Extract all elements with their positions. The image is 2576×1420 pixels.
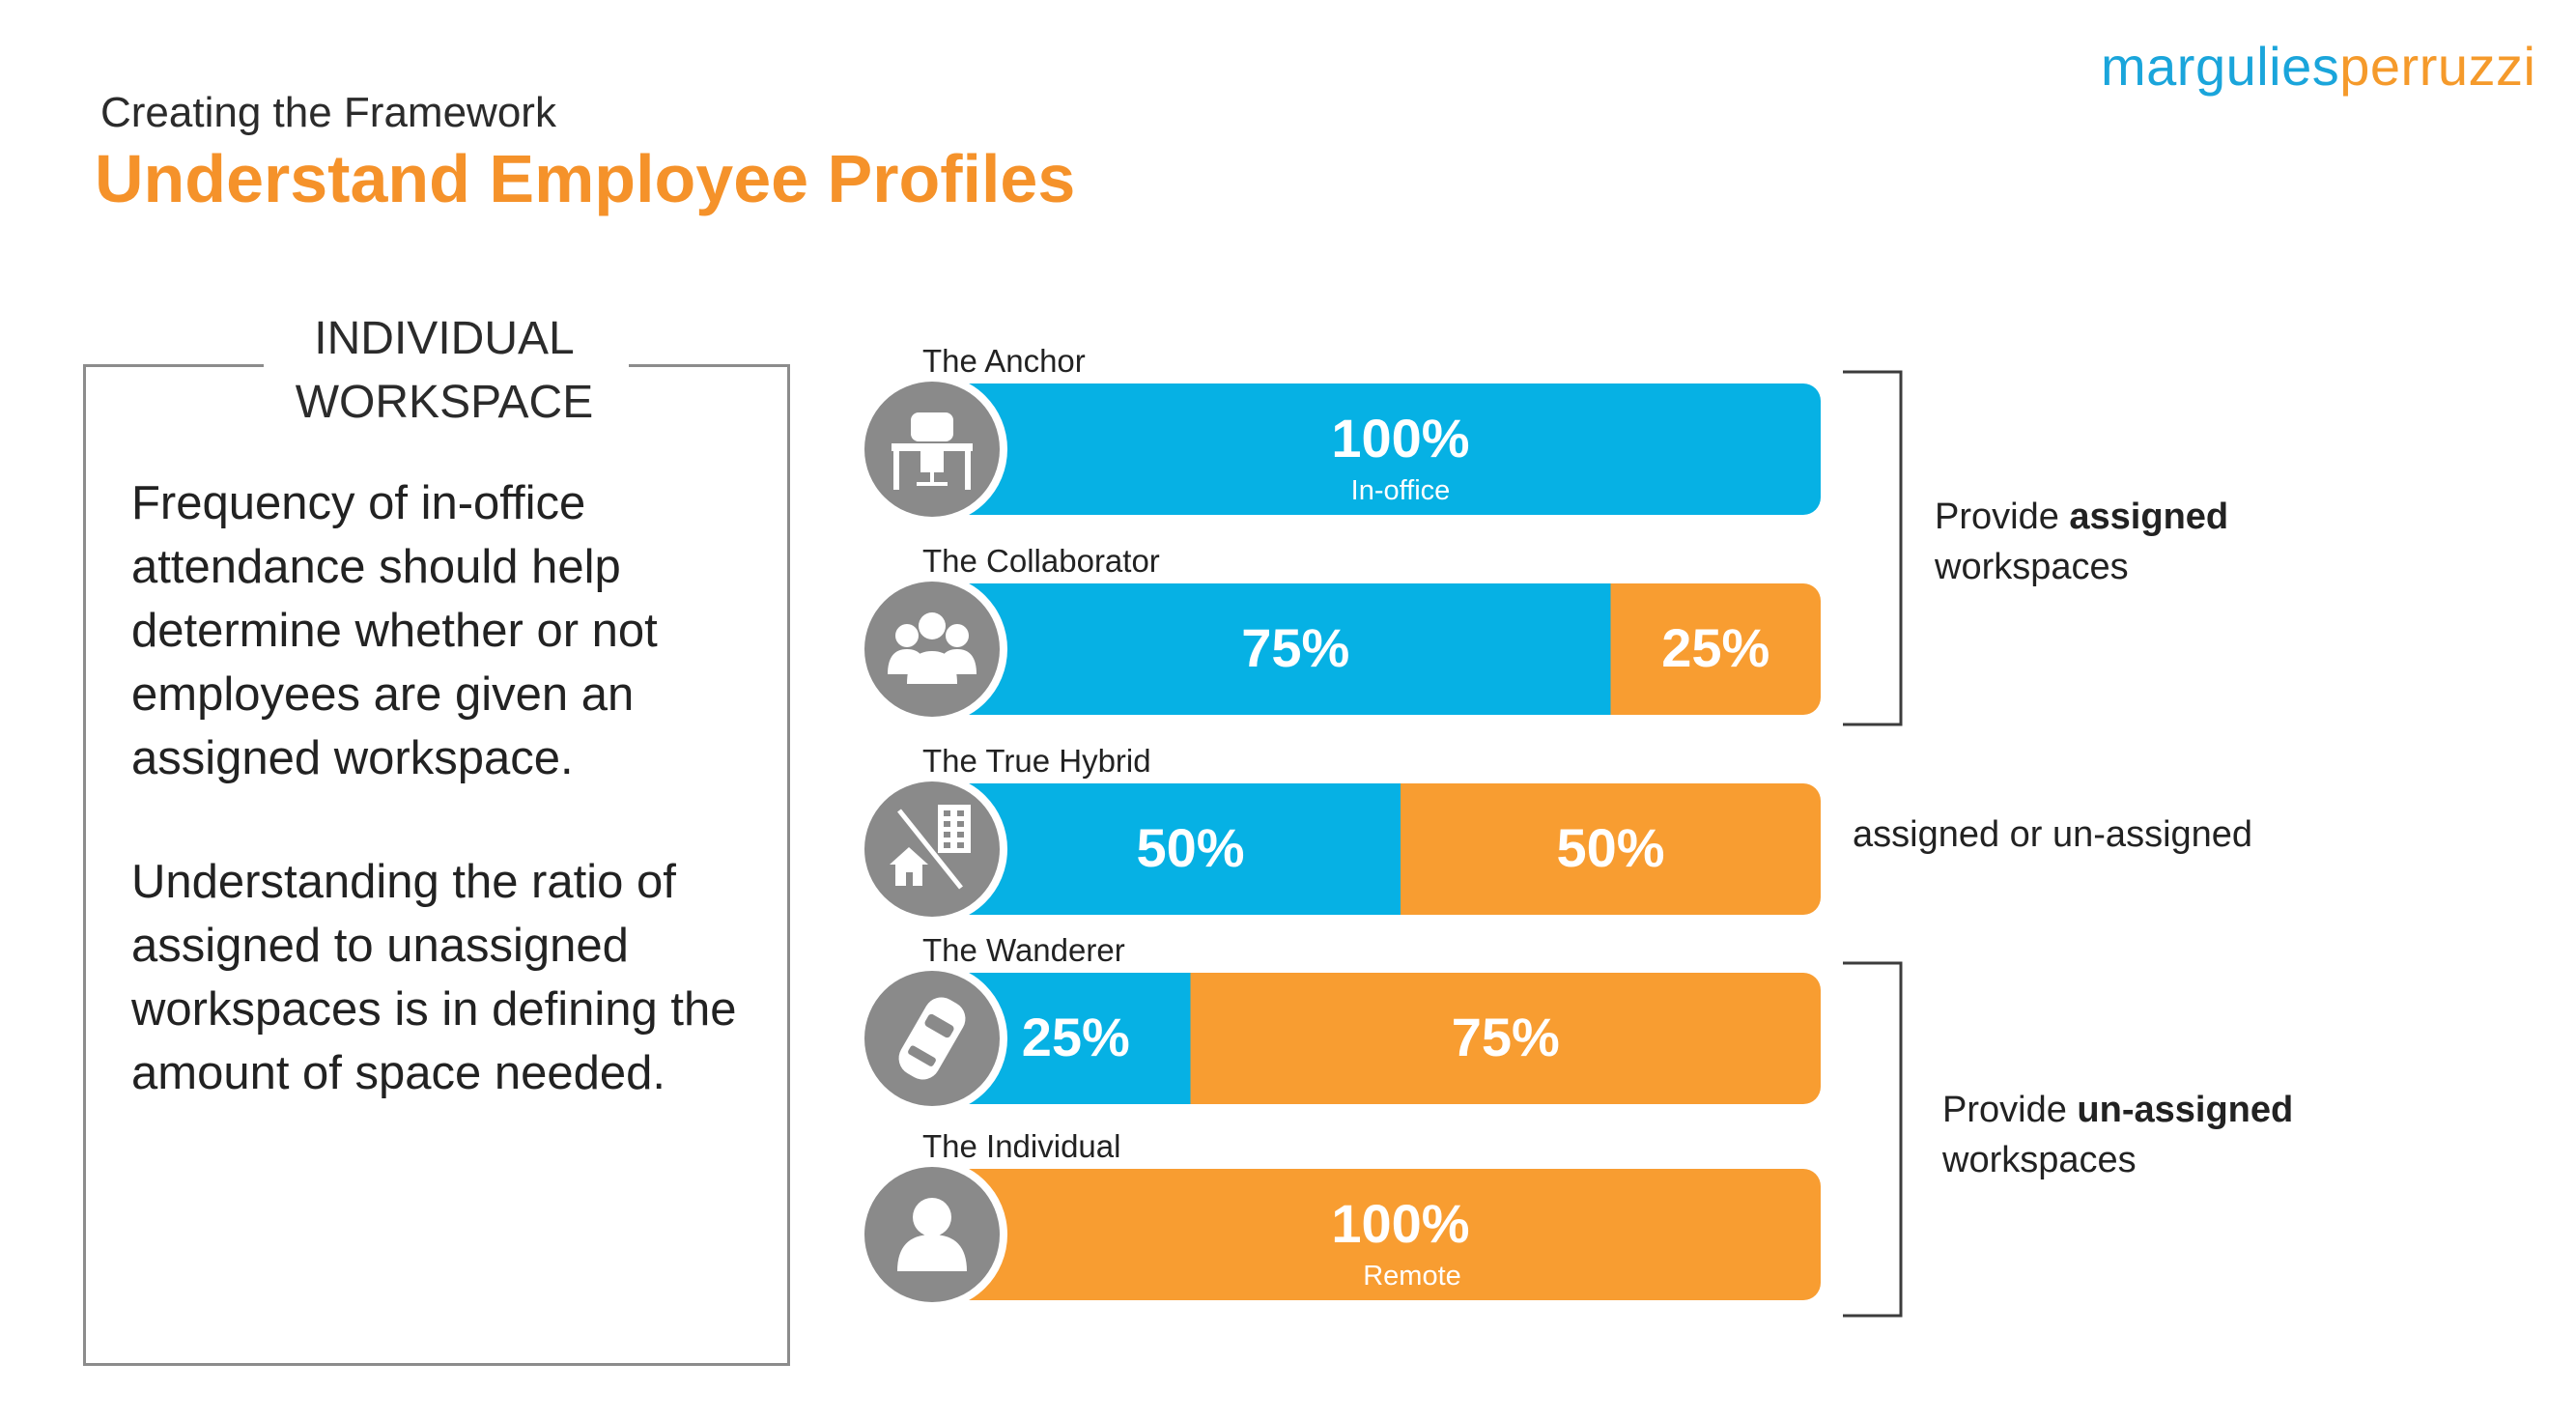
bar-segment-remote [1401,783,1821,915]
data-label-remote: 25% [1661,617,1769,678]
bar-segment-remote [942,1169,1821,1300]
panel-paragraph-2: Understanding the ratio of assigned to u… [131,856,737,1099]
person-icon [897,1198,967,1271]
data-label-remote: 75% [1452,1007,1560,1067]
car-icon [898,997,966,1080]
group-caption-prefix: assigned or un-assigned [1853,814,2252,855]
icon-circle [864,582,1000,717]
data-label-remote: 50% [1556,817,1664,878]
panel-heading-line1: INDIVIDUAL [314,313,575,364]
panel-top-border-left [83,364,264,367]
bar-segment-in-office [942,783,1401,915]
category-label: The Individual [922,1128,1120,1164]
group-caption-suffix: workspaces [1934,547,2129,587]
page-title: Understand Employee Profiles [95,141,1076,216]
category-label: The True Hybrid [922,743,1151,779]
category-label: The Anchor [922,343,1086,379]
bar-segment-in-office [942,383,1821,515]
panel-heading-line2: WORKSPACE [295,377,594,428]
profile-row: The Individual 100% Remote [857,1128,1821,1310]
data-label-in-office: 75% [1241,617,1349,678]
bar-segment-remote [1190,973,1821,1104]
profile-row: The Anchor 100% In-office [857,343,1821,525]
profile-row: The Collaborator 75% 25% [857,543,1821,724]
bar-sub-label: In-office [1351,475,1451,506]
brand-logo-part2: perruzzi [2339,36,2536,97]
bar-segment-in-office [942,583,1611,715]
group-caption-prefix: Provide [1935,497,2069,537]
bar-segment-remote [1610,583,1821,715]
group-caption: Provide un-assigned [1942,1090,2293,1130]
group-caption-bold: un-assigned [2077,1090,2293,1130]
data-label-in-office: 25% [1022,1007,1130,1067]
brand-logo-part1: margulies [2101,36,2340,97]
category-label: The Wanderer [922,932,1125,968]
profile-row: The True Hybrid 50% 50% [857,743,1821,924]
hybrid-home-building-icon [890,805,971,890]
data-label-remote: 100% [1331,1193,1469,1254]
group-caption-prefix: Provide [1942,1090,2077,1130]
desk-icon [892,412,973,490]
data-label-in-office: 50% [1136,817,1244,878]
group-bracket [1843,370,1903,726]
data-label-in-office: 100% [1331,408,1469,469]
page-subtitle: Creating the Framework [100,89,556,136]
group-caption-bold: assigned [2069,497,2228,537]
brand-logo: marguliesperruzzi [2101,35,2535,98]
group-caption: assigned or un-assigned [1853,814,2252,855]
group-caption: Provide assigned [1935,497,2228,537]
group-bracket [1843,961,1903,1318]
info-panel [83,365,790,1366]
panel-paragraph-1: Frequency of in-office attendance should… [131,477,658,784]
panel-top-border-right [629,364,790,367]
category-label: The Collaborator [922,543,1160,579]
profile-row: The Wanderer 25% 75% [857,932,1821,1114]
panel-heading: INDIVIDUAL WORKSPACE [261,307,628,435]
team-icon [888,612,977,684]
group-caption-suffix: workspaces [1941,1140,2137,1180]
bar-sub-label: Remote [1363,1261,1461,1292]
